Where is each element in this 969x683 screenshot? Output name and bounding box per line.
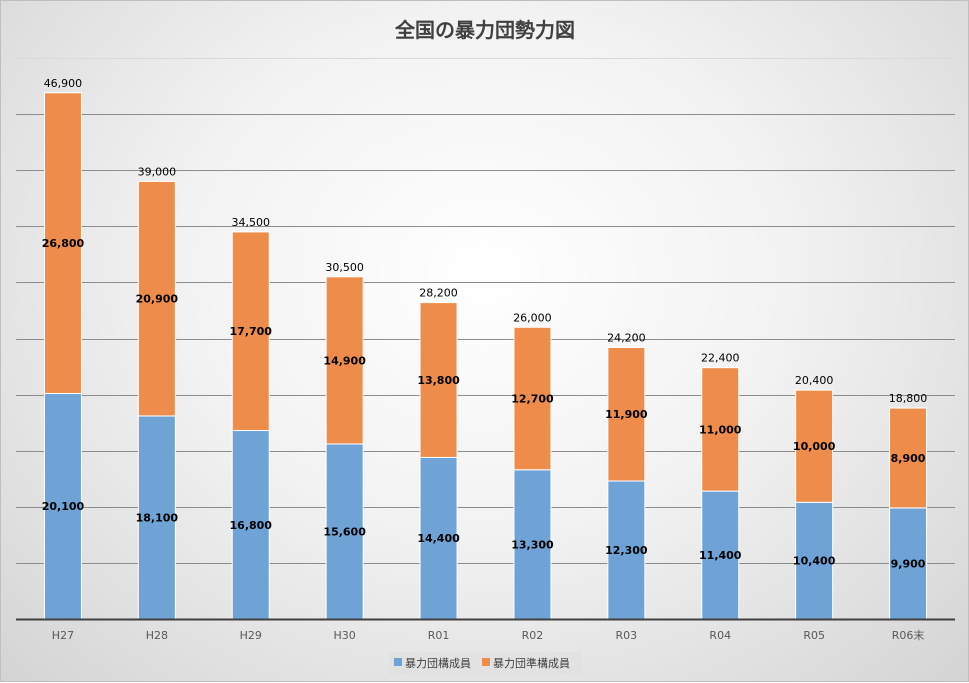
total-label: 46,900 (44, 77, 83, 90)
total-label: 22,400 (701, 352, 740, 365)
data-label: 9,900 (891, 557, 926, 570)
legend-label-associates: 暴力団準構成員 (493, 656, 570, 670)
data-label: 10,400 (793, 555, 836, 568)
x-tick-label: H30 (334, 629, 356, 642)
total-label: 30,500 (325, 261, 364, 274)
x-tick-label: H28 (146, 629, 168, 642)
x-tick-label: R05 (803, 629, 825, 642)
bar-segment-members (513, 469, 552, 620)
bar-segment-associates (43, 92, 82, 394)
legend: 暴力団構成員 暴力団準構成員 (389, 652, 582, 674)
data-label: 14,900 (323, 354, 366, 367)
bar-segment-associates (325, 276, 364, 445)
x-tick-label: H29 (240, 629, 262, 642)
data-label: 13,300 (511, 538, 554, 551)
bar-segment-associates (795, 389, 834, 503)
bar-segment-members (607, 480, 646, 620)
total-label: 26,000 (513, 311, 552, 324)
bar-segment-associates (701, 367, 740, 492)
data-label: 11,000 (699, 423, 742, 436)
x-tick-label: R02 (522, 629, 544, 642)
bar-segment-associates (607, 346, 646, 482)
data-label: 14,400 (417, 532, 460, 545)
data-label: 8,900 (891, 452, 926, 465)
bar-segment-associates (231, 231, 270, 432)
data-label: 26,800 (42, 237, 85, 250)
data-label: 11,900 (605, 408, 648, 421)
data-label: 16,800 (230, 519, 273, 532)
total-label: 39,000 (138, 165, 177, 178)
data-label: 13,800 (417, 374, 460, 387)
total-label: 34,500 (232, 216, 271, 229)
bar-segment-associates (513, 326, 552, 471)
data-label: 15,600 (323, 525, 366, 538)
x-tick-label: R03 (616, 629, 638, 642)
bar-segment-members (419, 456, 458, 620)
x-tick-label: H27 (52, 629, 74, 642)
chart-title: 全国の暴力団勢力図 (394, 18, 575, 42)
data-label: 17,700 (230, 325, 273, 338)
legend-label-members: 暴力団構成員 (405, 657, 471, 670)
total-label: 18,800 (889, 392, 928, 405)
bar-segment-associates (137, 180, 176, 417)
x-tick-label: R01 (428, 629, 450, 642)
data-label: 20,100 (42, 500, 85, 513)
data-label: 11,400 (699, 549, 742, 562)
total-label: 28,200 (419, 287, 458, 300)
data-label: 10,000 (793, 440, 836, 453)
x-tick-label: R06末 (892, 628, 925, 642)
legend-swatch-associates (482, 658, 490, 666)
bar-segment-members (231, 430, 270, 620)
bar-segment-associates (419, 302, 458, 458)
bar-segment-members (325, 443, 364, 620)
total-label: 24,200 (607, 331, 646, 344)
bar-segment-associates (889, 407, 928, 509)
data-label: 18,100 (136, 511, 179, 524)
data-label: 12,700 (511, 393, 554, 406)
total-label: 20,400 (795, 374, 834, 387)
data-label: 20,900 (136, 293, 179, 306)
data-label: 12,300 (605, 544, 648, 557)
x-tick-label: R04 (709, 629, 731, 642)
legend-swatch-members (394, 658, 402, 666)
